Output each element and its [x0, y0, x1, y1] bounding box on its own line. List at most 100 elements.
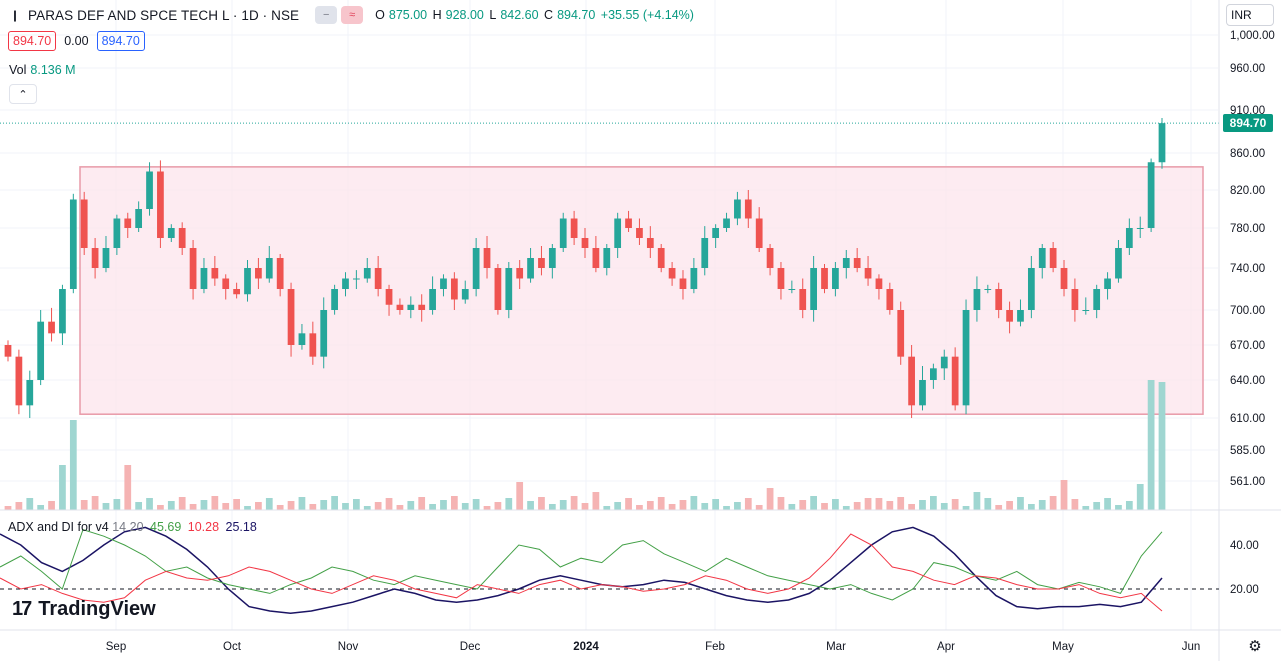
candle-body — [1060, 268, 1068, 289]
volume-bar — [581, 503, 589, 510]
volume-bar — [1082, 506, 1090, 510]
candle-body — [636, 228, 643, 238]
high-value: 928.00 — [445, 8, 484, 22]
minus-icon[interactable]: − — [315, 6, 338, 24]
volume-bar — [1017, 497, 1024, 510]
candle-body — [244, 268, 251, 295]
price-tick-label: 960.00 — [1230, 63, 1265, 75]
indicator-tick-label: 40.00 — [1230, 540, 1259, 552]
price-tick-label: 610.00 — [1230, 413, 1265, 425]
time-tick-label: 2024 — [573, 641, 599, 653]
candle-body — [973, 289, 981, 310]
candle-body — [1093, 289, 1101, 310]
volume-bar — [701, 503, 709, 510]
volume-bar — [973, 492, 981, 510]
volume-bar — [59, 465, 66, 510]
high-label: H — [432, 8, 442, 22]
volume-bar — [1147, 380, 1155, 510]
candle-body — [984, 289, 992, 290]
candle-body — [287, 289, 295, 345]
volume-bar — [287, 501, 295, 510]
candle-body — [886, 289, 894, 310]
volume-bar — [810, 496, 817, 510]
candle-body — [548, 248, 556, 268]
candle-body — [679, 278, 687, 289]
close-value: 894.70 — [557, 8, 596, 22]
chevron-up-icon[interactable]: ⌃ — [9, 84, 37, 104]
volume-bar — [48, 501, 55, 510]
volume-bar — [1136, 484, 1144, 510]
volume-bar — [102, 503, 110, 510]
volume-bar — [211, 496, 219, 510]
currency-selector[interactable]: INR — [1226, 4, 1274, 26]
volume-bar — [396, 505, 404, 510]
price-tick-label: 740.00 — [1230, 263, 1265, 275]
price-tick-label: 820.00 — [1230, 185, 1265, 197]
candle-body — [276, 258, 284, 289]
symbol-title[interactable]: PARAS DEF AND SPCE TECH L · 1D · NSE — [28, 7, 300, 23]
open-value: 875.00 — [388, 8, 428, 22]
candle-body — [864, 268, 872, 279]
volume-bar — [483, 506, 491, 510]
volume-bar — [429, 504, 436, 510]
gear-icon[interactable]: ⚙ — [1248, 638, 1262, 655]
volume-bar — [842, 506, 850, 510]
price-tick-label: 1,000.00 — [1230, 30, 1275, 42]
volume-bar — [690, 496, 698, 510]
price-tick-label: 860.00 — [1230, 148, 1265, 160]
volume-label: Vol — [9, 63, 27, 77]
buy-price-button[interactable]: 894.70 — [96, 31, 145, 51]
sell-price-button[interactable]: 894.70 — [8, 31, 57, 51]
volume-bar — [951, 499, 959, 510]
volume-bar — [298, 497, 306, 510]
candle-body — [363, 268, 371, 279]
volume-bar — [1006, 501, 1013, 510]
adx-indicator-pane: 40.00 20.00 — [0, 526, 1259, 614]
candle-body — [1027, 268, 1035, 310]
indicator-title[interactable]: ADX and DI for v4 — [8, 520, 109, 534]
volume-bar — [538, 497, 545, 510]
wave-icon[interactable]: ≈ — [341, 6, 364, 24]
volume-bar — [1093, 502, 1101, 510]
consolidation-zone-rectangle[interactable] — [79, 166, 1204, 415]
volume-bar — [91, 496, 99, 510]
candle-body — [592, 248, 600, 268]
volume-bar — [450, 496, 458, 510]
candle-body — [429, 289, 436, 310]
candle-body — [897, 310, 905, 357]
candle-body — [625, 218, 632, 228]
volume-bar — [755, 505, 763, 510]
candle-body — [832, 268, 839, 289]
volume-bar — [113, 499, 121, 510]
brand-name: TradingView — [38, 598, 156, 620]
time-tick-label: Apr — [937, 641, 955, 653]
time-tick-label: Sep — [106, 641, 126, 653]
candle-icon: ❙ — [10, 9, 20, 22]
price-tick-label: 670.00 — [1230, 340, 1265, 352]
volume-bar — [69, 420, 77, 510]
volume-bar — [1115, 505, 1122, 510]
volume-bar — [516, 482, 524, 510]
candle-body — [342, 278, 349, 289]
volume-legend: Vol 8.136 M — [9, 63, 76, 77]
candle-body — [853, 258, 861, 268]
spread-value: 0.00 — [64, 34, 89, 48]
time-tick-label: Mar — [826, 641, 846, 653]
symbol-header: ❙ PARAS DEF AND SPCE TECH L · 1D · NSE −… — [8, 4, 698, 26]
volume-bar — [374, 502, 382, 510]
candle-body — [353, 278, 360, 280]
candle-body — [821, 268, 828, 289]
candle-body — [538, 258, 545, 268]
volume-bar — [167, 501, 175, 510]
candle-body — [723, 218, 730, 228]
volume-bars — [4, 380, 1166, 510]
candle-body — [1071, 289, 1079, 310]
candle-body — [178, 228, 186, 248]
candle-body — [930, 368, 937, 380]
volume-bar — [26, 498, 34, 510]
last-price-tag: 894.70 — [1223, 114, 1273, 132]
volume-bar — [799, 500, 807, 510]
